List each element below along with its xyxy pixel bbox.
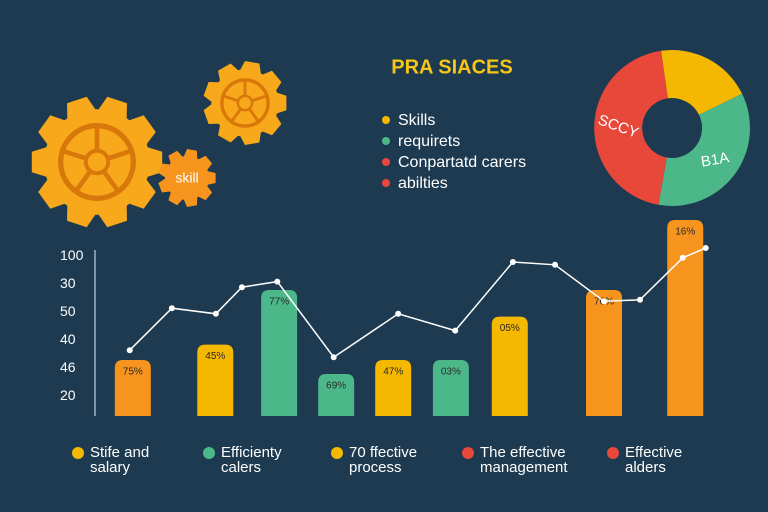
bar-label: 77% xyxy=(269,297,289,308)
pie-title: PRA SIACES xyxy=(391,56,513,78)
legend-label: Skills xyxy=(398,112,435,129)
trend-point xyxy=(126,347,133,354)
bar xyxy=(491,316,528,416)
bar-label: 16% xyxy=(675,227,695,238)
pie-slice xyxy=(661,50,743,115)
trend-point xyxy=(238,284,245,291)
trend-point xyxy=(168,305,175,312)
y-tick-label: 20 xyxy=(60,387,76,403)
legend-marker xyxy=(462,447,474,459)
legend-marker xyxy=(382,158,390,166)
legend-label: process xyxy=(349,459,402,476)
gear xyxy=(203,61,287,145)
y-tick-label: 50 xyxy=(60,303,76,319)
bar-label: 69% xyxy=(326,381,346,392)
gear-hub xyxy=(83,148,111,176)
trend-point xyxy=(274,278,281,285)
trend-point xyxy=(395,310,402,317)
legend-label: calers xyxy=(221,459,261,476)
bar xyxy=(261,290,298,416)
pie-slice xyxy=(594,50,668,205)
trend-point xyxy=(552,261,559,268)
pie-slice xyxy=(658,93,750,206)
bar xyxy=(432,360,469,416)
y-tick-label: 46 xyxy=(60,359,76,375)
y-tick-label: 40 xyxy=(60,331,76,347)
gear-body xyxy=(158,149,216,207)
legend-label: Effective xyxy=(625,444,682,461)
legend-label: 70 ffective xyxy=(349,444,417,461)
trend-point xyxy=(679,254,686,261)
bar-label: 05% xyxy=(500,323,520,334)
bar-label: 47% xyxy=(383,367,403,378)
bar xyxy=(375,360,412,416)
bar-label: 45% xyxy=(205,351,225,362)
legend-marker xyxy=(382,179,390,187)
legend-label: abilties xyxy=(398,175,448,192)
legend-label: requirets xyxy=(398,133,460,150)
trend-point xyxy=(601,298,608,305)
gear-label: skill xyxy=(175,170,198,186)
legend-label: alders xyxy=(625,459,666,476)
trend-line xyxy=(129,247,706,359)
legend-label: Efficienty xyxy=(221,444,282,461)
trend-point xyxy=(212,310,219,317)
gear: skill xyxy=(158,149,216,207)
gear xyxy=(31,96,163,228)
legend-marker xyxy=(331,447,343,459)
legend-label: The effective xyxy=(480,444,566,461)
legend-label: management xyxy=(480,459,568,476)
trend-point xyxy=(636,296,643,303)
legend-marker xyxy=(607,447,619,459)
legend-label: salary xyxy=(90,459,131,476)
bar-label: 03% xyxy=(441,367,461,378)
bar xyxy=(197,344,234,416)
trend-point xyxy=(509,259,516,265)
legend-marker xyxy=(203,447,215,459)
y-tick-label: 30 xyxy=(60,275,76,291)
legend-marker xyxy=(382,137,390,145)
bar xyxy=(667,220,704,416)
legend-marker xyxy=(72,447,84,459)
legend-label: Stife and xyxy=(90,444,149,461)
bar xyxy=(586,290,623,416)
y-tick-label: 100 xyxy=(60,247,84,263)
bar xyxy=(318,374,355,416)
trend-point xyxy=(330,354,337,361)
bar-label: 75% xyxy=(123,367,143,378)
legend-marker xyxy=(382,116,390,124)
legend-label: Conpartatd carers xyxy=(398,154,526,171)
pie-label: B1A xyxy=(700,149,731,171)
gear-hub xyxy=(236,94,254,112)
trend-point xyxy=(452,327,459,334)
trend-point xyxy=(702,245,709,251)
bar xyxy=(114,360,151,416)
